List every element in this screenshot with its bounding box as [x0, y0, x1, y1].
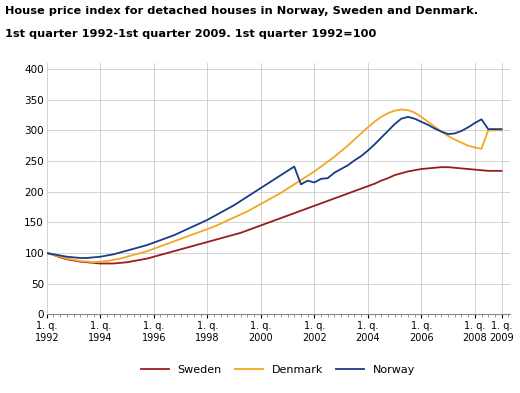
Norway	[84, 255, 90, 260]
Sweden	[311, 204, 317, 208]
Denmark	[137, 251, 144, 255]
Sweden	[77, 259, 83, 264]
Text: 1st quarter 1992-1st quarter 2009. 1st quarter 1992=100: 1st quarter 1992-1st quarter 2009. 1st q…	[5, 29, 376, 39]
Sweden	[492, 169, 498, 173]
Line: Sweden: Sweden	[47, 167, 502, 263]
Denmark	[77, 259, 83, 263]
Norway	[77, 255, 83, 260]
Sweden	[44, 251, 50, 255]
Legend: Sweden, Denmark, Norway: Sweden, Denmark, Norway	[136, 360, 420, 379]
Denmark	[44, 251, 50, 255]
Norway	[124, 248, 130, 253]
Denmark	[499, 128, 505, 133]
Norway	[44, 251, 50, 255]
Sweden	[438, 165, 445, 169]
Norway	[492, 127, 498, 132]
Sweden	[398, 171, 405, 176]
Sweden	[97, 261, 103, 266]
Norway	[137, 244, 144, 249]
Text: House price index for detached houses in Norway, Sweden and Denmark.: House price index for detached houses in…	[5, 6, 478, 16]
Norway	[405, 114, 411, 119]
Line: Norway: Norway	[47, 117, 502, 258]
Sweden	[124, 260, 130, 264]
Line: Denmark: Denmark	[47, 110, 502, 262]
Denmark	[90, 260, 97, 264]
Norway	[398, 116, 405, 121]
Norway	[311, 180, 317, 185]
Denmark	[398, 107, 405, 112]
Denmark	[311, 169, 317, 174]
Denmark	[405, 108, 411, 112]
Sweden	[499, 169, 505, 173]
Denmark	[492, 128, 498, 133]
Denmark	[124, 254, 130, 259]
Sweden	[137, 257, 144, 262]
Norway	[499, 127, 505, 132]
